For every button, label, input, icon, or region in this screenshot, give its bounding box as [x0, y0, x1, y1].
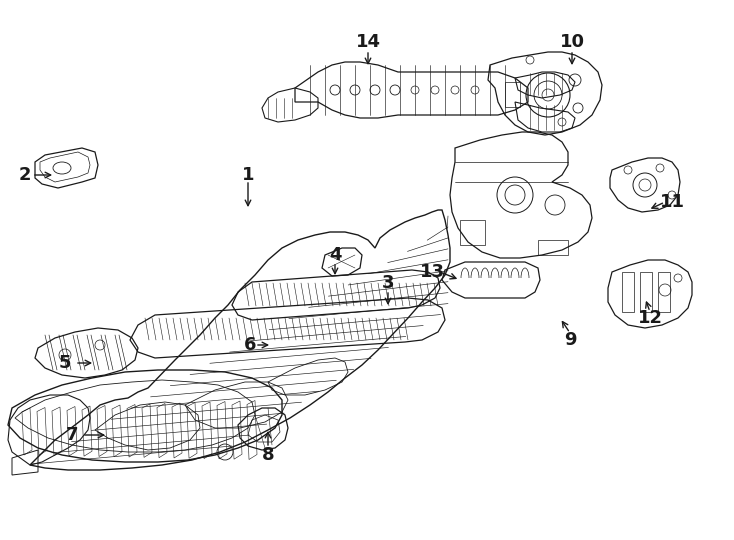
Text: 4: 4 [329, 246, 341, 264]
Bar [460, 220, 485, 245]
Text: 11: 11 [660, 193, 685, 211]
Text: 1: 1 [241, 166, 254, 184]
Text: 8: 8 [262, 446, 275, 464]
Bar [640, 272, 652, 312]
Text: 2: 2 [19, 166, 32, 184]
Text: 14: 14 [355, 33, 380, 51]
Text: 10: 10 [559, 33, 584, 51]
Text: 5: 5 [59, 354, 71, 372]
Bar [658, 272, 670, 312]
Text: 3: 3 [382, 274, 394, 292]
Text: 12: 12 [638, 309, 663, 327]
Text: 9: 9 [564, 331, 576, 349]
Text: 7: 7 [66, 426, 79, 444]
Bar [538, 240, 568, 255]
Bar [622, 272, 634, 312]
Bar [505, 82, 520, 107]
Text: 13: 13 [420, 263, 445, 281]
Text: 6: 6 [244, 336, 256, 354]
